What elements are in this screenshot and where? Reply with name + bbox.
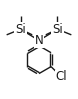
- Text: Cl: Cl: [56, 70, 67, 83]
- Text: N: N: [35, 34, 43, 47]
- Text: Si: Si: [15, 23, 26, 36]
- Text: Si: Si: [52, 23, 63, 36]
